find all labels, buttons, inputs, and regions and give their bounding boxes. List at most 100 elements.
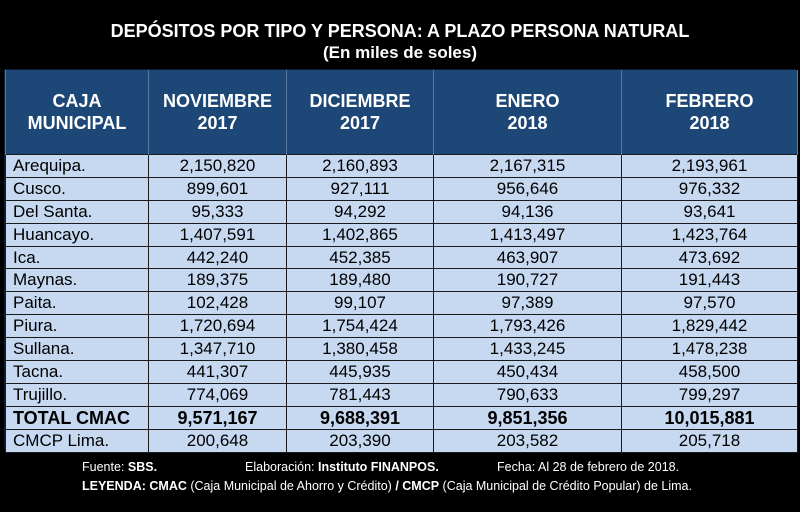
value-cell: 1,754,424 <box>286 314 434 339</box>
value-cell: 450,434 <box>433 360 622 384</box>
value-cell: 9,851,356 <box>433 405 622 430</box>
value-cell: 97,570 <box>621 291 798 316</box>
value-cell: 1,433,245 <box>433 337 622 362</box>
value-cell: 1,347,710 <box>148 337 287 362</box>
legend-separator: / <box>395 479 403 493</box>
value-cell: 9,571,167 <box>148 405 287 430</box>
deposits-table: CAJA MUNICIPAL NOVIEMBRE 2017 DICIEMBRE 2017 E… <box>5 70 798 453</box>
value-cell: 102,428 <box>148 291 287 316</box>
table-row: Piura. 1,720,694 1,754,424 1,793,426 1,829,4… <box>5 314 798 339</box>
source-value: SBS. <box>127 460 158 474</box>
table-row: CMCP Lima. 200,648 203,390 203,582 205,718 <box>5 428 798 453</box>
caja-name-cell: Maynas. <box>5 268 149 293</box>
value-cell: 10,015,881 <box>621 405 798 430</box>
value-cell: 189,375 <box>148 268 287 293</box>
caja-name-cell: Cusco. <box>5 176 149 201</box>
caja-name-cell: Ica. <box>5 245 149 270</box>
legend-label: LEYENDA: <box>82 479 150 493</box>
value-cell: 1,793,426 <box>433 314 622 339</box>
value-cell: 1,478,238 <box>621 337 798 362</box>
value-cell: 97,389 <box>433 291 622 316</box>
caja-name-cell: Del Santa. <box>5 199 149 224</box>
table-row: Maynas. 189,375 189,480 190,727 191,443 <box>5 268 798 293</box>
value-cell: 473,692 <box>621 245 798 270</box>
table-header-row: CAJA MUNICIPAL NOVIEMBRE 2017 DICIEMBRE 2017 E… <box>5 70 798 155</box>
header-line1: ENERO <box>495 91 560 111</box>
table-row: Trujillo. 774,069 781,443 790,633 799,297 <box>5 382 798 407</box>
value-cell: 956,646 <box>433 176 622 201</box>
value-cell: 2,167,315 <box>433 154 622 178</box>
value-cell: 445,935 <box>286 360 434 384</box>
legend-cmcp-abbr: CMCP <box>402 479 440 493</box>
table-body: Arequipa. 2,150,820 2,160,893 2,167,315 2,19… <box>5 154 798 453</box>
value-cell: 190,727 <box>433 268 622 293</box>
table-row: Del Santa. 95,333 94,292 94,136 93,641 <box>5 199 798 224</box>
caja-name-cell: Sullana. <box>5 337 149 362</box>
elaboration-label: Elaboración: <box>245 460 318 474</box>
header-line2: 2017 <box>197 113 238 133</box>
value-cell: 2,150,820 <box>148 154 287 178</box>
caja-name-cell: Tacna. <box>5 360 149 384</box>
value-cell: 441,307 <box>148 360 287 384</box>
value-cell: 790,633 <box>433 382 622 407</box>
value-cell: 927,111 <box>286 176 434 201</box>
caja-name-cell: TOTAL CMAC <box>5 405 149 430</box>
value-cell: 94,292 <box>286 199 434 224</box>
value-cell: 1,407,591 <box>148 222 287 247</box>
deposits-table-container: CAJA MUNICIPAL NOVIEMBRE 2017 DICIEMBRE 2017 E… <box>4 69 798 453</box>
table-row: Tacna. 441,307 445,935 450,434 458,500 <box>5 360 798 384</box>
value-cell: 799,297 <box>621 382 798 407</box>
value-cell: 899,601 <box>148 176 287 201</box>
value-cell: 189,480 <box>286 268 434 293</box>
header-line1: NOVIEMBRE <box>162 91 272 111</box>
value-cell: 1,413,497 <box>433 222 622 247</box>
table-row: Arequipa. 2,150,820 2,160,893 2,167,315 2,19… <box>5 154 798 178</box>
value-cell: 191,443 <box>621 268 798 293</box>
header-line1: CAJA <box>52 91 102 111</box>
header-period: FEBRERO 2018 <box>621 70 798 155</box>
legend-note: LEYENDA: CMAC (Caja Municipal de Ahorro … <box>82 479 692 494</box>
header-period: NOVIEMBRE 2017 <box>148 70 287 155</box>
title-block: DEPÓSITOS POR TIPO Y PERSONA: A PLAZO PE… <box>0 0 800 70</box>
value-cell: 442,240 <box>148 245 287 270</box>
header-line1: DICIEMBRE <box>309 91 411 111</box>
source-note: Fuente: SBS. <box>82 460 157 475</box>
value-cell: 2,160,893 <box>286 154 434 178</box>
elaboration-value: Instituto FINANPOS. <box>317 460 439 474</box>
date-note: Fecha: Al 28 de febrero de 2018. <box>497 460 680 474</box>
elaboration-note: Elaboración: Instituto FINANPOS. <box>245 460 439 475</box>
value-cell: 463,907 <box>433 245 622 270</box>
header-period: DICIEMBRE 2017 <box>286 70 434 155</box>
header-caja-municipal: CAJA MUNICIPAL <box>5 70 149 155</box>
value-cell: 99,107 <box>286 291 434 316</box>
caja-name-cell: Huancayo. <box>5 222 149 247</box>
value-cell: 1,423,764 <box>621 222 798 247</box>
footer-notes: Fuente: SBS. Elaboración: Instituto FINA… <box>0 452 800 512</box>
value-cell: 781,443 <box>286 382 434 407</box>
source-label: Fuente: <box>82 460 128 474</box>
total-row: TOTAL CMAC 9,571,167 9,688,391 9,851,356 10,… <box>5 405 798 430</box>
value-cell: 93,641 <box>621 199 798 224</box>
caja-name-cell: Piura. <box>5 314 149 339</box>
caja-name-cell: Arequipa. <box>5 154 149 178</box>
value-cell: 200,648 <box>148 428 287 453</box>
legend-cmac-abbr: CMAC <box>149 479 187 493</box>
value-cell: 976,332 <box>621 176 798 201</box>
value-cell: 452,385 <box>286 245 434 270</box>
value-cell: 2,193,961 <box>621 154 798 178</box>
value-cell: 1,380,458 <box>286 337 434 362</box>
value-cell: 95,333 <box>148 199 287 224</box>
value-cell: 203,390 <box>286 428 434 453</box>
report-title: DEPÓSITOS POR TIPO Y PERSONA: A PLAZO PE… <box>110 21 690 41</box>
header-line2: 2018 <box>507 113 548 133</box>
caja-name-cell: Trujillo. <box>5 382 149 407</box>
value-cell: 1,829,442 <box>621 314 798 339</box>
value-cell: 205,718 <box>621 428 798 453</box>
header-line2: 2018 <box>689 113 730 133</box>
caja-name-cell: Paita. <box>5 291 149 316</box>
caja-name-cell: CMCP Lima. <box>5 428 149 453</box>
table-row: Paita. 102,428 99,107 97,389 97,570 <box>5 291 798 316</box>
table-row: Ica. 442,240 452,385 463,907 473,692 <box>5 245 798 270</box>
header-line2: MUNICIPAL <box>27 113 127 133</box>
